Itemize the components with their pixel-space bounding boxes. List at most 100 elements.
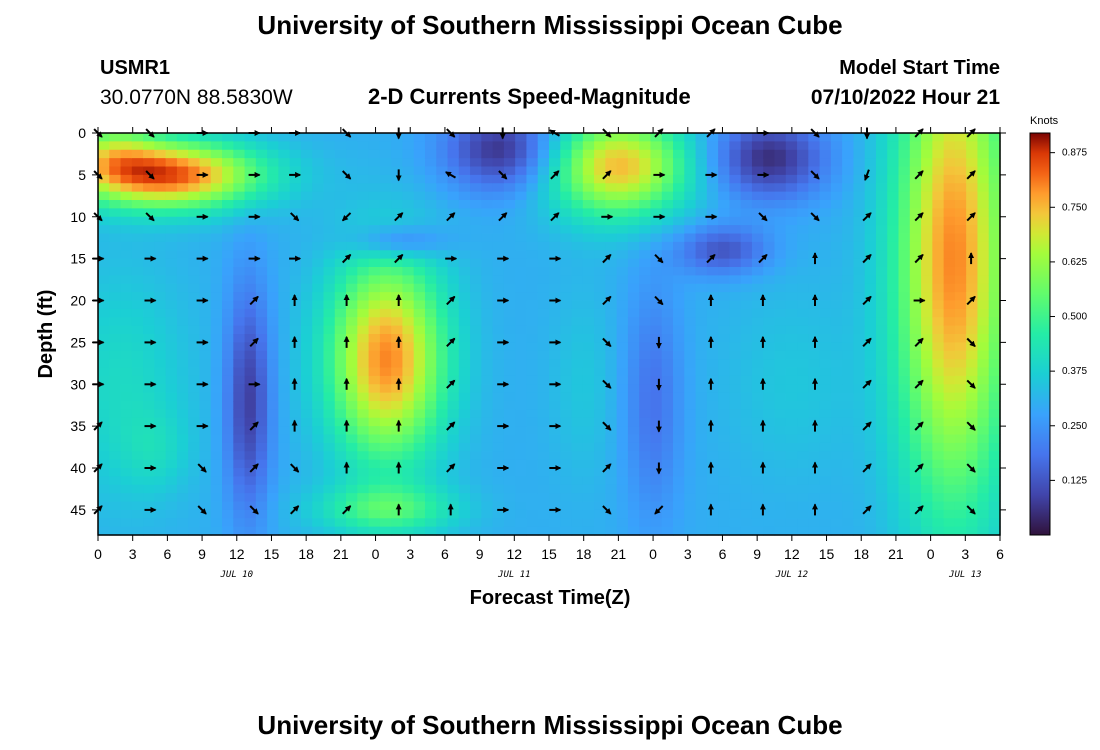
heatmap-cell <box>222 468 234 477</box>
heatmap-cell <box>898 493 911 503</box>
heatmap-cell <box>199 258 212 268</box>
heatmap-cell <box>560 526 573 536</box>
heatmap-cell <box>571 476 584 486</box>
heatmap-cell <box>797 484 809 494</box>
heatmap-cell <box>346 267 358 276</box>
heatmap-cell <box>188 133 201 142</box>
current-vector-arrow <box>394 212 404 222</box>
heatmap-cell <box>131 225 144 235</box>
heatmap-cell <box>921 384 933 394</box>
heatmap-cell <box>988 216 1001 226</box>
heatmap-cell <box>492 493 505 503</box>
heatmap-cell <box>334 283 347 293</box>
heatmap-cell <box>763 267 776 276</box>
heatmap-cell <box>582 509 595 519</box>
heatmap-cell <box>627 267 640 276</box>
heatmap-cell <box>222 417 234 427</box>
heatmap-cell <box>176 334 189 343</box>
heatmap-cell <box>300 526 313 536</box>
heatmap-cell <box>300 459 313 469</box>
heatmap-cell <box>188 526 201 536</box>
heatmap-cell <box>492 216 505 226</box>
heatmap-cell <box>143 409 155 419</box>
heatmap-cell <box>684 216 697 226</box>
heatmap-cell <box>966 409 979 419</box>
heatmap-cell <box>695 183 708 193</box>
heatmap-cell <box>492 384 505 394</box>
heatmap-cell <box>887 250 900 260</box>
heatmap-cell <box>763 241 776 251</box>
heatmap-cell <box>898 191 911 201</box>
heatmap-cell <box>120 417 133 427</box>
heatmap-cell <box>785 509 798 519</box>
heatmap-cell <box>244 258 257 268</box>
heatmap-cell <box>312 401 325 410</box>
heatmap-cell <box>537 434 550 444</box>
heatmap-cell <box>267 133 280 142</box>
heatmap-cell <box>830 174 843 184</box>
heatmap-cell <box>627 392 640 402</box>
heatmap-cell <box>154 342 167 352</box>
heatmap-cell <box>943 350 956 360</box>
heatmap-cell <box>526 317 539 327</box>
heatmap-cell <box>909 225 922 235</box>
heatmap-cell <box>312 292 325 302</box>
heatmap-cell <box>842 267 855 276</box>
heatmap-cell <box>143 417 155 427</box>
heatmap-cell <box>582 216 595 226</box>
heatmap-cell <box>605 526 618 536</box>
heatmap-cell <box>199 233 212 243</box>
heatmap-cell <box>447 518 460 528</box>
heatmap-cell <box>222 225 234 235</box>
heatmap-cell <box>605 225 618 235</box>
heatmap-cell <box>571 191 584 201</box>
heatmap-cell <box>188 384 201 394</box>
heatmap-cell <box>627 518 640 528</box>
heatmap-cell <box>909 367 922 377</box>
heatmap-cell <box>98 250 110 260</box>
heatmap-cell <box>616 216 629 226</box>
heatmap-cell <box>210 468 223 477</box>
heatmap-cell <box>706 300 719 310</box>
heatmap-cell <box>436 317 449 327</box>
heatmap-cell <box>616 367 629 377</box>
heatmap-cell <box>842 283 855 293</box>
heatmap-cell <box>616 200 629 209</box>
heatmap-cell <box>312 451 325 461</box>
heatmap-cell <box>661 476 674 486</box>
heatmap-cell <box>943 459 956 469</box>
heatmap-cell <box>763 350 776 360</box>
heatmap-cell <box>560 501 573 511</box>
heatmap-cell <box>977 384 990 394</box>
heatmap-cell <box>210 133 223 142</box>
heatmap-cell <box>627 233 640 243</box>
heatmap-cell <box>887 191 900 201</box>
heatmap-cell <box>729 292 742 302</box>
heatmap-cell <box>447 493 460 503</box>
heatmap-cell <box>763 401 776 410</box>
heatmap-cell <box>954 308 967 318</box>
heatmap-cell <box>176 442 189 452</box>
heatmap-cell <box>492 308 505 318</box>
heatmap-cell <box>740 359 753 369</box>
heatmap-cell <box>785 191 798 201</box>
heatmap-cell <box>819 417 832 427</box>
heatmap-cell <box>255 468 268 477</box>
heatmap-cell <box>199 158 212 168</box>
heatmap-cell <box>199 442 212 452</box>
heatmap-cell <box>650 426 663 436</box>
heatmap-cell <box>503 325 516 335</box>
heatmap-cell <box>616 233 629 243</box>
heatmap-cell <box>481 158 494 168</box>
heatmap-cell <box>424 401 437 410</box>
heatmap-cell <box>560 434 573 444</box>
heatmap-cell <box>537 183 550 193</box>
heatmap-cell <box>966 434 979 444</box>
heatmap-cell <box>594 501 606 511</box>
heatmap-cell <box>244 225 257 235</box>
heatmap-cell <box>639 442 652 452</box>
current-vector-arrow <box>249 505 259 515</box>
heatmap-cell <box>785 375 798 385</box>
heatmap-cell <box>289 359 302 369</box>
heatmap-cell <box>898 308 911 318</box>
